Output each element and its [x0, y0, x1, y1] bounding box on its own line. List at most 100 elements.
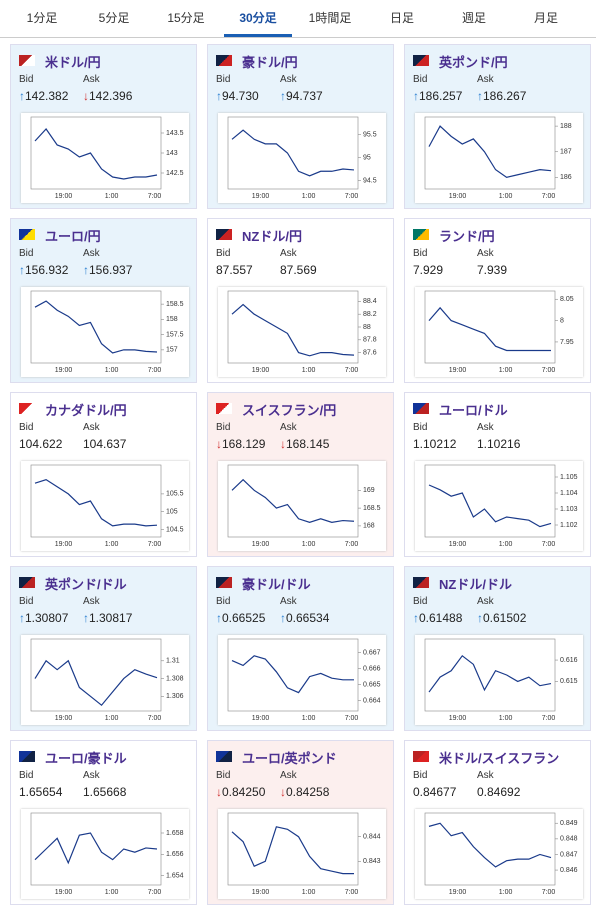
y-tick-label: 0.847	[560, 851, 578, 858]
flag-icon	[19, 577, 35, 588]
pair-name: 豪ドル/ドル	[242, 577, 311, 592]
mini-chart: 0.615 0.616 19:00 1:00 7:00	[415, 635, 583, 725]
ask-price: 1.30817	[83, 611, 132, 625]
bid-price: 168.129	[216, 437, 265, 451]
flag-icon	[19, 55, 35, 66]
quote-card[interactable]: NZドル/円 Bid Ask 87.557 87.569 87.6 87.8 88 88.2 88…	[207, 218, 394, 383]
flag-icon	[413, 229, 429, 240]
chart-svg: 142.5 143 143.5 19:00 1:00 7:00	[30, 116, 184, 200]
ask-price: 94.737	[280, 89, 323, 103]
bid-label: Bid	[19, 422, 34, 433]
plot-frame	[30, 464, 162, 538]
price-line	[34, 479, 158, 527]
y-tick-label: 8	[560, 317, 564, 324]
x-tick-label: 1:00	[302, 193, 316, 200]
plot-frame	[227, 116, 359, 190]
quote-card[interactable]: スイスフラン/円BidAsk168.129168.145168168.51691…	[207, 392, 394, 557]
quote-card[interactable]: NZドル/ドル Bid Ask 0.61488 0.61502 0.615 0.616 19:…	[404, 566, 591, 731]
pair-name: 豪ドル/円	[242, 55, 298, 70]
x-tick-label: 19:00	[449, 889, 467, 896]
plot-frame	[227, 464, 359, 538]
quote-card[interactable]: カナダドル/円 Bid Ask 104.622 104.637 104.5 105 105.5…	[10, 392, 197, 557]
ask-label: Ask	[280, 422, 297, 433]
x-tick-label: 1:00	[302, 541, 316, 548]
ask-price: 142.396	[83, 89, 132, 103]
chart-svg: 0.843 0.844 19:00 1:00 7:00	[227, 812, 381, 896]
y-tick-label: 0.846	[560, 867, 578, 874]
x-tick-label: 19:00	[55, 193, 73, 200]
pair-name: NZドル/ドル	[439, 577, 512, 592]
tab[interactable]: 週足	[461, 11, 486, 25]
y-tick-label: 7.95	[560, 339, 574, 346]
bid-price: 186.257	[413, 89, 462, 103]
x-tick-label: 1:00	[302, 715, 316, 722]
x-tick-label: 7:00	[345, 889, 359, 896]
y-tick-label: 95	[363, 154, 371, 161]
mini-chart: 1.654 1.656 1.658 19:00 1:00 7:00	[21, 809, 189, 899]
bid-label: Bid	[413, 248, 428, 259]
mini-chart: 186 187 188 19:00 1:00 7:00	[415, 113, 583, 203]
chart-svg: 0.846 0.847 0.848 0.849 19:00 1:00 7:00	[424, 812, 578, 896]
pair-name: ユーロ/豪ドル	[45, 751, 127, 766]
y-tick-label: 104.5	[166, 526, 184, 533]
x-tick-label: 1:00	[302, 367, 316, 374]
pair-name: スイスフラン/円	[242, 403, 337, 418]
plot-frame	[424, 116, 556, 190]
y-tick-label: 157	[166, 347, 178, 354]
flag-icon	[413, 751, 429, 762]
bid-label: Bid	[216, 74, 231, 85]
price-line	[231, 826, 354, 875]
y-tick-label: 186	[560, 174, 572, 181]
x-tick-label: 7:00	[148, 541, 162, 548]
quote-card[interactable]: ユーロ/豪ドル Bid Ask 1.65654 1.65668 1.654 1.656 1.6…	[10, 740, 197, 905]
quote-card[interactable]: 英ポンド/ドルBidAsk1.308071.308171.3061.3081.3…	[10, 566, 197, 731]
tab[interactable]: 30分足	[224, 0, 292, 37]
bid-price: 1.30807	[19, 611, 68, 625]
ask-price: 168.145	[280, 437, 329, 451]
y-tick-label: 8.05	[560, 296, 574, 303]
plot-frame	[30, 116, 162, 190]
x-tick-label: 7:00	[345, 715, 359, 722]
quote-card[interactable]: 豪ドル/円 Bid Ask 94.730 94.737 94.5 95 95.5 19:00 1:…	[207, 44, 394, 209]
mini-chart: 0.846 0.847 0.848 0.849 19:00 1:00 7:00	[415, 809, 583, 899]
quote-card[interactable]: 米ドル/円 Bid Ask 142.382 142.396 142.5 143 143.5 19…	[10, 44, 197, 209]
y-tick-label: 142.5	[166, 170, 184, 177]
x-tick-label: 1:00	[499, 193, 513, 200]
tab-bar: 1分足 5分足 15分足 30分足 1時間足 日足 週足 月足	[0, 0, 596, 38]
bid-label: Bid	[19, 770, 34, 781]
price-line	[428, 306, 551, 352]
ask-price: 104.637	[83, 437, 127, 451]
bid-label: Bid	[216, 770, 231, 781]
quote-card[interactable]: ランド/円 Bid Ask 7.929 7.939 7.95 8 8.05 19:00 1:00 7…	[404, 218, 591, 383]
quote-card[interactable]: ユーロ/円 Bid Ask 156.932 156.937 157 157.5 158 158.…	[10, 218, 197, 383]
y-tick-label: 0.664	[363, 697, 381, 704]
price-line	[231, 478, 355, 523]
bid-price: 0.61488	[413, 611, 462, 625]
tab[interactable]: 日足	[389, 11, 414, 25]
chart-svg: 87.6 87.8 88 88.2 88.4 19:00 1:00 7:00	[227, 290, 377, 374]
quote-card[interactable]: 米ドル/スイスフラン Bid Ask 0.84677 0.84692 0.846 0.847…	[404, 740, 591, 905]
quote-card[interactable]: ユーロ/ドル Bid Ask 1.10212 1.10216 1.102 1.103 1.10…	[404, 392, 591, 557]
bid-price: 104.622	[19, 437, 63, 451]
ask-price: 1.65668	[83, 785, 127, 799]
y-tick-label: 105	[166, 509, 178, 516]
tab[interactable]: 月足	[533, 11, 558, 25]
quote-card[interactable]: 豪ドル/ドルBidAsk0.665250.665340.6640.6650.66…	[207, 566, 394, 731]
quote-card[interactable]: ユーロ/英ポンド Bid Ask 0.84250 0.84258 0.843 0.844 19…	[207, 740, 394, 905]
price-line	[231, 303, 355, 357]
ask-label: Ask	[280, 770, 297, 781]
quote-card[interactable]: 英ポンド/円 Bid Ask 186.257 186.267 186 187 188 19:00…	[404, 44, 591, 209]
pair-name: 英ポンド/ドル	[45, 577, 127, 592]
pair-name: カナダドル/円	[45, 403, 127, 418]
chart-svg: 1.102 1.103 1.104 1.105 19:00 1:00 7:00	[424, 464, 578, 548]
tab[interactable]: 1時間足	[308, 11, 352, 25]
x-tick-label: 7:00	[542, 367, 556, 374]
plot-frame	[227, 812, 359, 886]
chart-svg: 157 157.5 158 158.5 19:00 1:00 7:00	[30, 290, 184, 374]
bid-label: Bid	[19, 596, 34, 607]
tab[interactable]: 15分足	[167, 11, 205, 25]
tab[interactable]: 1分足	[26, 11, 58, 25]
ask-price: 0.84258	[280, 785, 329, 799]
y-tick-label: 157.5	[166, 331, 184, 338]
tab[interactable]: 5分足	[98, 11, 130, 25]
